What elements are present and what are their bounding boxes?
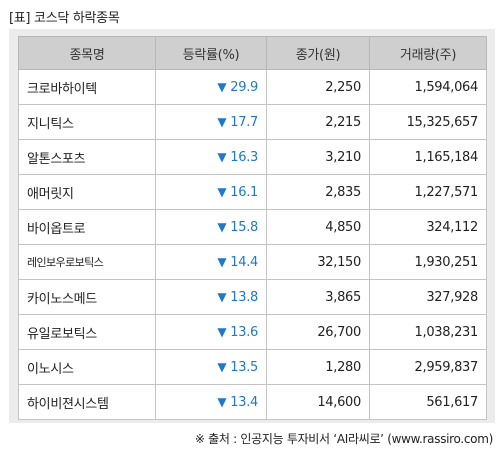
change-rate: ▼ 14.4	[155, 244, 267, 280]
trade-volume: 561,617	[369, 384, 487, 420]
close-price: 14,600	[266, 384, 370, 420]
down-triangle-icon: ▼	[217, 79, 227, 94]
stock-name: 카이노스메드	[18, 279, 156, 315]
close-price: 3,210	[266, 139, 370, 175]
close-price: 1,280	[266, 349, 370, 385]
change-rate-value: 16.3	[230, 149, 258, 165]
down-triangle-icon: ▼	[217, 114, 227, 129]
close-price: 26,700	[266, 314, 370, 350]
table-row: 크로바하이텍 ▼ 29.9 2,250 1,594,064	[18, 69, 487, 105]
stock-name: 크로바하이텍	[18, 69, 156, 105]
change-rate: ▼ 16.3	[155, 139, 267, 175]
down-triangle-icon: ▼	[217, 184, 227, 199]
table-row: 레인보우로보틱스 ▼ 14.4 32,150 1,930,251	[18, 244, 487, 280]
down-triangle-icon: ▼	[217, 149, 227, 164]
page-title: [표] 코스닥 하락종목	[9, 11, 120, 26]
table-header-row: 종목명 등락률(%) 종가(원) 거래량(주)	[18, 36, 487, 70]
table-row: 이노시스 ▼ 13.5 1,280 2,959,837	[18, 349, 487, 385]
table-row: 알톤스포츠 ▼ 16.3 3,210 1,165,184	[18, 139, 487, 175]
down-triangle-icon: ▼	[217, 359, 227, 374]
stock-name: 애머릿지	[18, 174, 156, 210]
change-rate-value: 14.4	[230, 254, 258, 270]
table-row: 하이비젼시스템 ▼ 13.4 14,600 561,617	[18, 384, 487, 420]
close-price: 32,150	[266, 244, 370, 280]
trade-volume: 1,038,231	[369, 314, 487, 350]
change-rate: ▼ 15.8	[155, 209, 267, 245]
down-triangle-icon: ▼	[217, 324, 227, 339]
trade-volume: 327,928	[369, 279, 487, 315]
down-triangle-icon: ▼	[217, 394, 227, 409]
change-rate-value: 16.1	[230, 184, 258, 200]
change-rate-value: 13.6	[230, 324, 258, 340]
trade-volume: 324,112	[369, 209, 487, 245]
change-rate: ▼ 13.8	[155, 279, 267, 315]
stock-name: 하이비젼시스템	[18, 384, 156, 420]
trade-volume: 1,930,251	[369, 244, 487, 280]
stock-name: 알톤스포츠	[18, 139, 156, 175]
trade-volume: 1,227,571	[369, 174, 487, 210]
change-rate: ▼ 29.9	[155, 69, 267, 105]
table-row: 지니틱스 ▼ 17.7 2,215 15,325,657	[18, 104, 487, 140]
change-rate-value: 13.4	[230, 394, 258, 410]
table-row: 바이옵트로 ▼ 15.8 4,850 324,112	[18, 209, 487, 245]
stock-name: 지니틱스	[18, 104, 156, 140]
change-rate-value: 17.7	[230, 114, 258, 130]
header-volume: 거래량(주)	[369, 36, 487, 70]
header-rate: 등락률(%)	[155, 36, 267, 70]
down-triangle-icon: ▼	[217, 289, 227, 304]
close-price: 2,250	[266, 69, 370, 105]
close-price: 2,215	[266, 104, 370, 140]
change-rate-value: 13.8	[230, 289, 258, 305]
stock-table: 종목명 등락률(%) 종가(원) 거래량(주) 크로바하이텍 ▼ 29.9 2,250…	[18, 36, 487, 420]
change-rate: ▼ 13.5	[155, 349, 267, 385]
change-rate-value: 29.9	[230, 79, 258, 95]
down-triangle-icon: ▼	[217, 254, 227, 269]
table-frame: 종목명 등락률(%) 종가(원) 거래량(주) 크로바하이텍 ▼ 29.9 2,250…	[9, 29, 495, 423]
change-rate-value: 13.5	[230, 359, 258, 375]
stock-name: 이노시스	[18, 349, 156, 385]
stock-name: 유일로보틱스	[18, 314, 156, 350]
trade-volume: 1,594,064	[369, 69, 487, 105]
trade-volume: 1,165,184	[369, 139, 487, 175]
close-price: 2,835	[266, 174, 370, 210]
change-rate: ▼ 13.6	[155, 314, 267, 350]
stock-name: 레인보우로보틱스	[18, 244, 156, 280]
table-row: 카이노스메드 ▼ 13.8 3,865 327,928	[18, 279, 487, 315]
table-row: 유일로보틱스 ▼ 13.6 26,700 1,038,231	[18, 314, 487, 350]
change-rate: ▼ 13.4	[155, 384, 267, 420]
trade-volume: 2,959,837	[369, 349, 487, 385]
down-triangle-icon: ▼	[217, 219, 227, 234]
source-footer: ※ 출처 : 인공지능 투자비서 ‘AI라씨로’ (www.rassiro.co…	[194, 432, 493, 446]
header-close: 종가(원)	[266, 36, 370, 70]
close-price: 3,865	[266, 279, 370, 315]
change-rate: ▼ 17.7	[155, 104, 267, 140]
change-rate-value: 15.8	[230, 219, 258, 235]
trade-volume: 15,325,657	[369, 104, 487, 140]
header-name: 종목명	[18, 36, 156, 70]
table-row: 애머릿지 ▼ 16.1 2,835 1,227,571	[18, 174, 487, 210]
stock-name: 바이옵트로	[18, 209, 156, 245]
change-rate: ▼ 16.1	[155, 174, 267, 210]
close-price: 4,850	[266, 209, 370, 245]
